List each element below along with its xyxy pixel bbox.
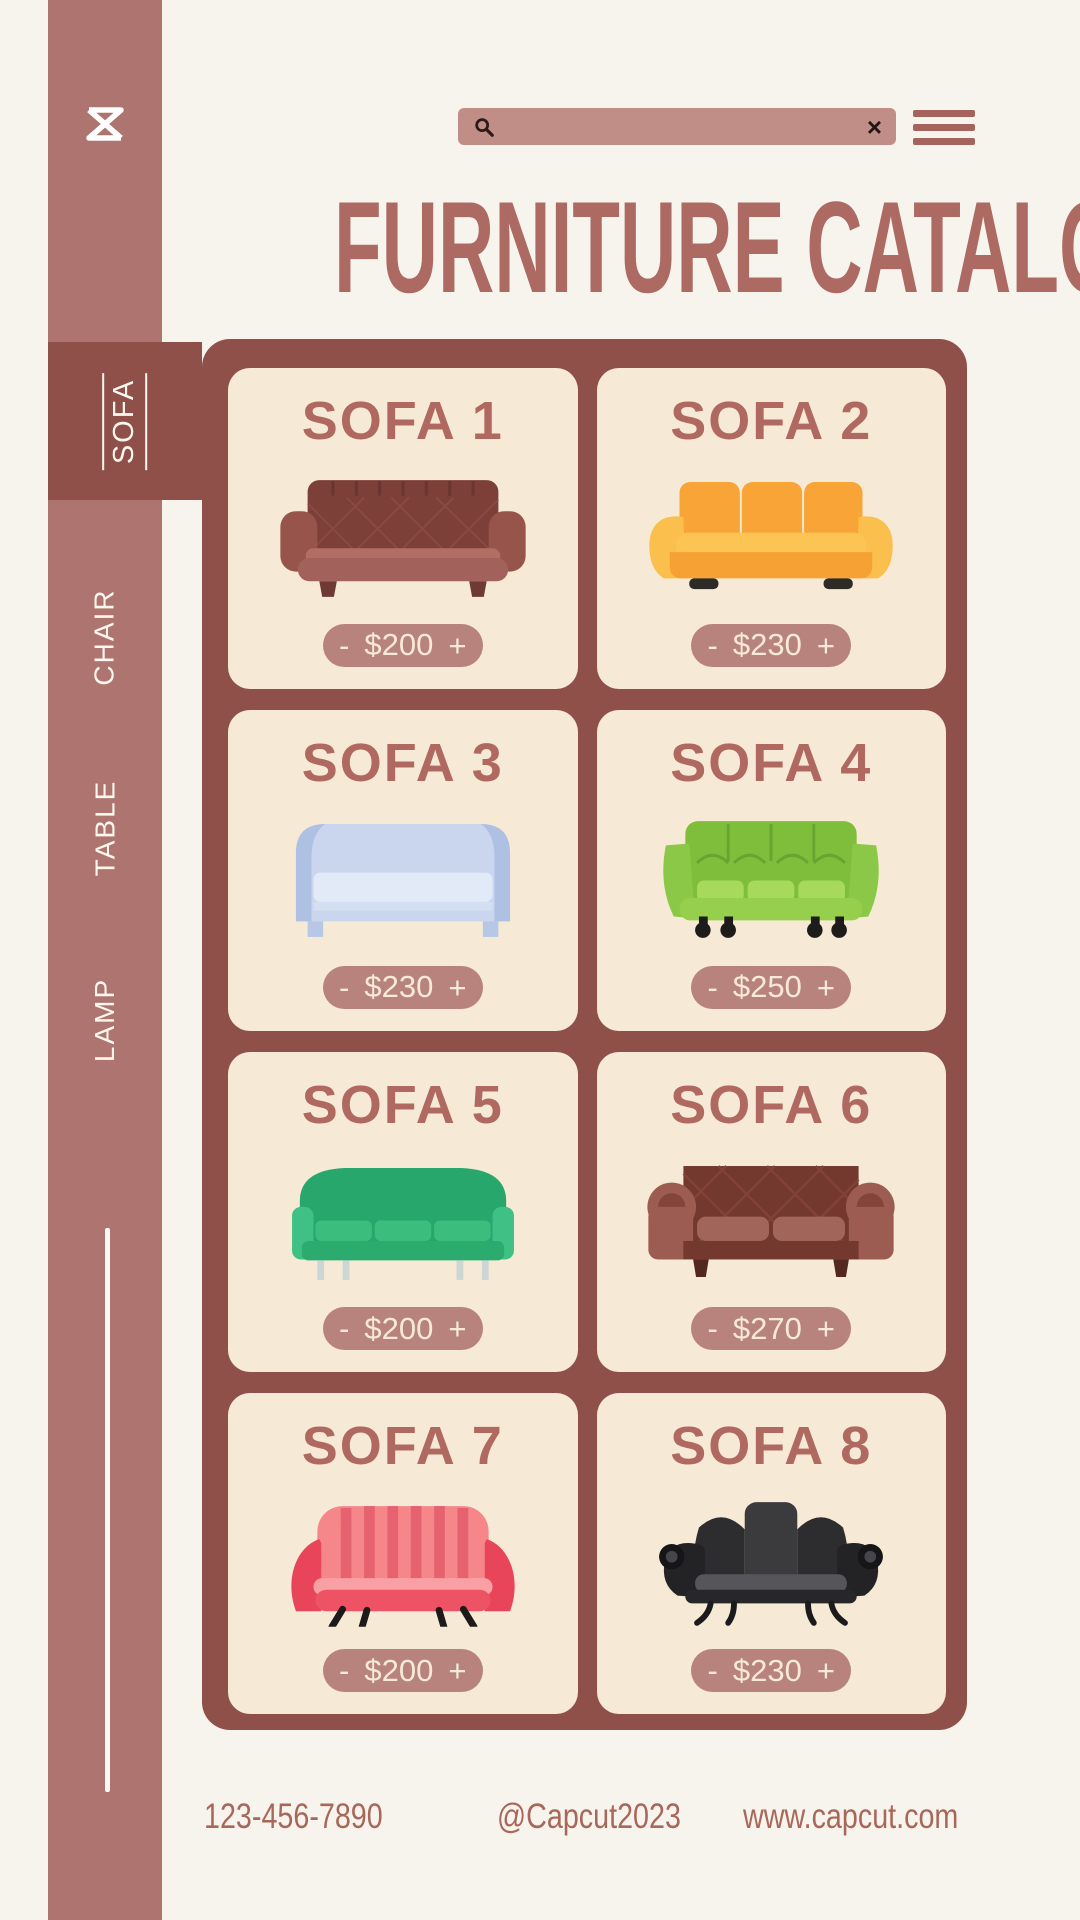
sidebar-tab-label: CHAIR [89,588,120,686]
price-stepper: - $200 + [322,1307,483,1351]
price-stepper: - $230 + [691,1649,852,1692]
product-card[interactable]: SOFA 3 - $230 + [228,709,578,1031]
sofa-1-illustration [257,474,549,601]
product-title: SOFA 8 [670,1416,873,1477]
product-title: SOFA 2 [670,391,873,451]
price-value: $200 [364,1310,434,1346]
search-icon [475,117,494,137]
price-stepper: - $230 + [322,965,483,1009]
search-bar: × [458,108,896,145]
sidebar-tab-lamp[interactable]: LAMP [48,959,162,1081]
sidebar-tab-sofa[interactable]: SOFA [48,342,202,500]
increase-button[interactable]: + [816,969,835,1005]
search-clear-button[interactable]: × [866,111,882,142]
sidebar-tab-label: LAMP [89,977,120,1063]
product-title: SOFA 3 [301,732,504,793]
product-title: SOFA 7 [301,1416,504,1477]
sofa-6-illustration [625,1158,917,1285]
price-value: $270 [732,1310,802,1346]
price-stepper: - $230 + [691,623,852,667]
price-value: $250 [732,969,802,1004]
product-title: SOFA 4 [670,732,873,793]
product-card[interactable]: SOFA 6 - $270 + [596,1051,946,1373]
product-card[interactable]: SOFA 5 - $200 + [228,1051,578,1373]
increase-button[interactable]: + [448,1653,467,1688]
product-card[interactable]: SOFA 2 - $230 + [596,368,946,689]
sidebar-tab-table[interactable]: TABLE [48,767,162,889]
decrease-button[interactable]: - [707,1311,718,1347]
sofa-2-illustration [625,474,917,601]
product-title: SOFA 5 [301,1074,504,1135]
decrease-button[interactable]: - [339,969,350,1005]
sidebar-tab-label: TABLE [89,779,120,877]
increase-button[interactable]: + [816,1311,835,1347]
price-value: $200 [364,627,434,663]
footer-handle: @Capcut2023 [497,1797,681,1836]
footer-phone: 123-456-7890 [204,1797,383,1836]
decrease-button[interactable]: - [339,1653,350,1688]
increase-button[interactable]: + [448,969,467,1005]
increase-button[interactable]: + [816,627,835,663]
product-card[interactable]: SOFA 7 - $200 + [228,1393,578,1714]
product-card[interactable]: SOFA 8 - $230 + [596,1393,946,1714]
sofa-7-illustration [257,1500,549,1627]
card-grid: SOFA 1 - $200 + SOFA 2 - $230 + SOFA 3 -… [202,339,967,1730]
price-stepper: - $250 + [691,965,852,1009]
hamburger-menu-icon[interactable] [913,110,975,145]
price-value: $230 [732,1652,802,1688]
sofa-4-illustration [625,816,917,943]
price-stepper: - $200 + [322,1649,483,1692]
increase-button[interactable]: + [816,1653,835,1688]
price-value: $230 [364,969,434,1004]
decrease-button[interactable]: - [707,1653,718,1688]
increase-button[interactable]: + [448,627,467,663]
product-card[interactable]: SOFA 1 - $200 + [228,368,578,689]
page-title: FURNITURE CATALOG [334,174,1080,320]
price-stepper: - $200 + [322,623,483,667]
sofa-5-illustration [257,1158,549,1285]
increase-button[interactable]: + [448,1311,467,1347]
capcut-logo-icon [86,107,124,141]
search-input[interactable] [495,112,867,141]
sofa-3-illustration [257,816,549,943]
sofa-8-illustration [625,1500,917,1627]
decrease-button[interactable]: - [707,969,718,1005]
price-value: $200 [364,1652,434,1688]
decrease-button[interactable]: - [707,627,718,663]
sidebar-tab-chair[interactable]: CHAIR [48,576,162,698]
price-stepper: - $270 + [691,1307,852,1351]
footer-website: www.capcut.com [743,1797,959,1836]
sidebar-divider-line [105,1228,110,1792]
product-card[interactable]: SOFA 4 - $250 + [596,709,946,1031]
decrease-button[interactable]: - [339,1311,350,1347]
sidebar-tab-label: SOFA [102,372,148,470]
price-value: $230 [732,627,802,663]
product-title: SOFA 6 [670,1074,873,1135]
decrease-button[interactable]: - [339,627,350,663]
product-title: SOFA 1 [301,391,504,451]
